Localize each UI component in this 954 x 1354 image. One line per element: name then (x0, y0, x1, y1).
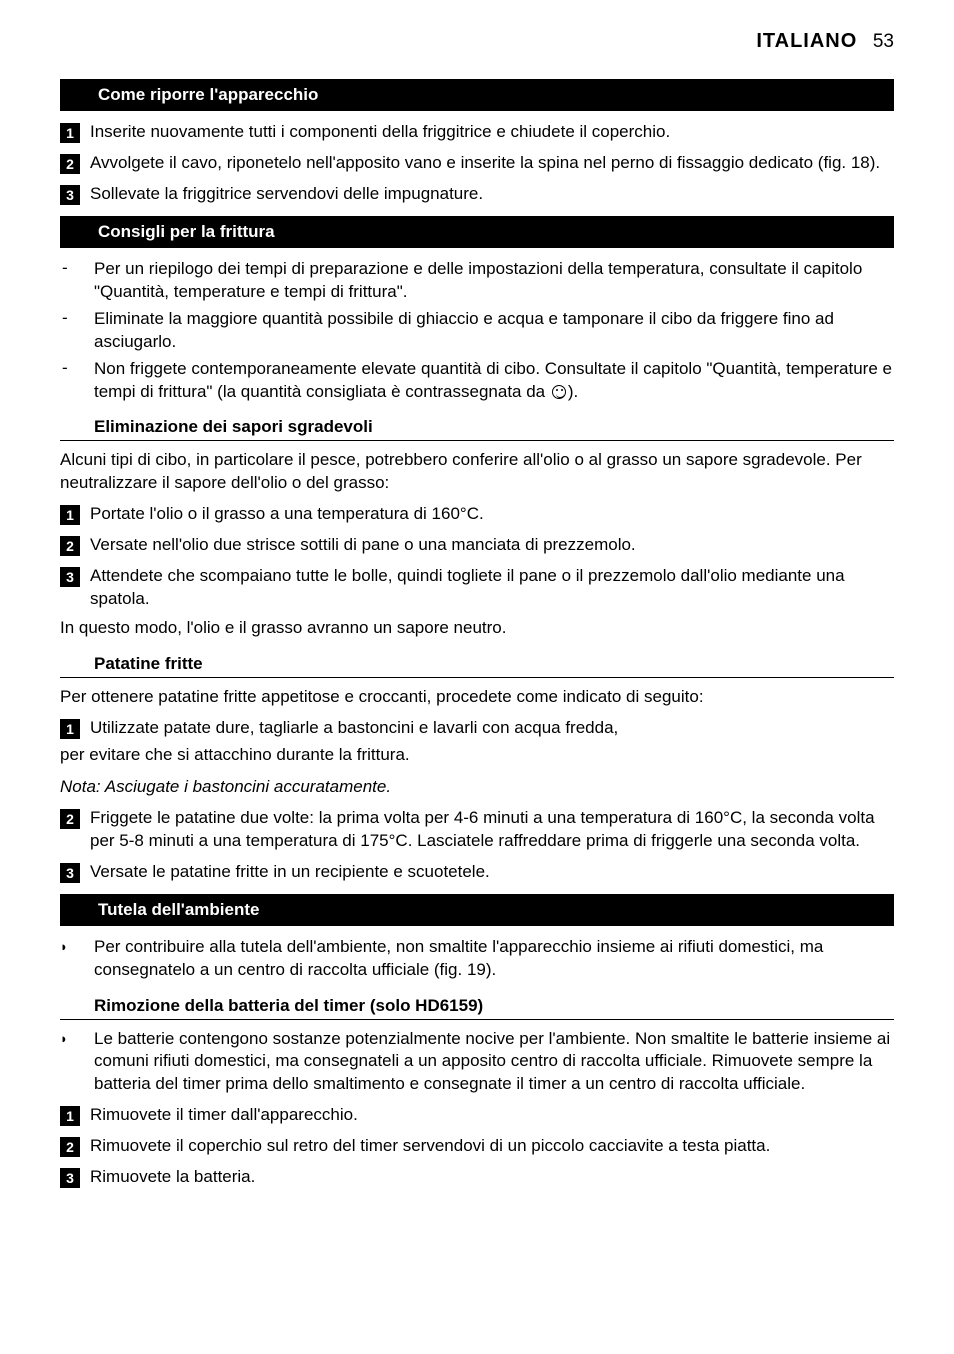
flavor-step-3: 3 Attendete che scompaiano tutte le boll… (60, 565, 894, 611)
subheading-battery: Rimozione della batteria del timer (solo… (60, 996, 894, 1020)
battery-bullet: ◗ Le batterie contengono sostanze potenz… (60, 1028, 894, 1097)
step-text: Avvolgete il cavo, riponetelo nell'appos… (90, 152, 880, 175)
step-text: Utilizzate patate dure, tagliarle a bast… (90, 717, 618, 740)
tips-bullet-3: - Non friggete contemporaneamente elevat… (60, 358, 894, 404)
storage-step-3: 3 Sollevate la friggitrice servendovi de… (60, 183, 894, 206)
page-header: ITALIANO 53 (60, 30, 894, 53)
step-text: Attendete che scompaiano tutte le bolle,… (90, 565, 894, 611)
battery-step-3: 3 Rimuovete la batteria. (60, 1166, 894, 1189)
subheading-flavor: Eliminazione dei sapori sgradevoli (60, 417, 894, 441)
smiley-icon (552, 385, 566, 399)
arrow-icon: ◗ (60, 1028, 94, 1046)
bullet-text: Eliminate la maggiore quantità possibile… (94, 308, 894, 354)
fries-step1-after: per evitare che si attacchino durante la… (60, 744, 894, 767)
fries-note: Nota: Asciugate i bastoncini accuratamen… (60, 777, 894, 797)
bullet3-prefix: Non friggete contemporaneamente elevate … (94, 359, 892, 401)
flavor-step-1: 1 Portate l'olio o il grasso a una tempe… (60, 503, 894, 526)
section-heading-env: Tutela dell'ambiente (60, 894, 894, 926)
storage-step-2: 2 Avvolgete il cavo, riponetelo nell'app… (60, 152, 894, 175)
step-text: Rimuovete la batteria. (90, 1166, 255, 1189)
bullet-text: Per un riepilogo dei tempi di preparazio… (94, 258, 894, 304)
arrow-icon: ◗ (60, 936, 94, 954)
bullet3-suffix: ). (568, 382, 578, 401)
page-number: 53 (873, 31, 894, 52)
language-label: ITALIANO (756, 30, 857, 52)
battery-step-1: 1 Rimuovete il timer dall'apparecchio. (60, 1104, 894, 1127)
step-text: Rimuovete il coperchio sul retro del tim… (90, 1135, 770, 1158)
fries-step-1: 1 Utilizzate patate dure, tagliarle a ba… (60, 717, 894, 740)
step-text: Inserite nuovamente tutti i componenti d… (90, 121, 670, 144)
step-text: Sollevate la friggitrice servendovi dell… (90, 183, 483, 206)
step-number: 2 (60, 809, 80, 829)
step-text: Friggete le patatine due volte: la prima… (90, 807, 894, 853)
fries-step-2: 2 Friggete le patatine due volte: la pri… (60, 807, 894, 853)
dash-icon: - (60, 258, 94, 278)
step-text: Rimuovete il timer dall'apparecchio. (90, 1104, 358, 1127)
step-number: 3 (60, 1168, 80, 1188)
step-number: 2 (60, 154, 80, 174)
tips-bullet-2: - Eliminate la maggiore quantità possibi… (60, 308, 894, 354)
env-bullet: ◗ Per contribuire alla tutela dell'ambie… (60, 936, 894, 982)
step-number: 3 (60, 863, 80, 883)
step-number: 2 (60, 1137, 80, 1157)
section-heading-tips: Consigli per la frittura (60, 216, 894, 248)
step-number: 1 (60, 719, 80, 739)
step-number: 1 (60, 1106, 80, 1126)
fries-intro: Per ottenere patatine fritte appetitose … (60, 686, 894, 709)
step-text: Versate nell'olio due strisce sottili di… (90, 534, 636, 557)
bullet-text: Le batterie contengono sostanze potenzia… (94, 1028, 894, 1097)
dash-icon: - (60, 308, 94, 328)
flavor-step-2: 2 Versate nell'olio due strisce sottili … (60, 534, 894, 557)
bullet-text: Non friggete contemporaneamente elevate … (94, 358, 894, 404)
step-text: Portate l'olio o il grasso a una tempera… (90, 503, 484, 526)
step-number: 1 (60, 505, 80, 525)
fries-step-3: 3 Versate le patatine fritte in un recip… (60, 861, 894, 884)
battery-step-2: 2 Rimuovete il coperchio sul retro del t… (60, 1135, 894, 1158)
flavor-outro: In questo modo, l'olio e il grasso avran… (60, 617, 894, 640)
tips-bullet-1: - Per un riepilogo dei tempi di preparaz… (60, 258, 894, 304)
storage-step-1: 1 Inserite nuovamente tutti i componenti… (60, 121, 894, 144)
step-text: Versate le patatine fritte in un recipie… (90, 861, 490, 884)
dash-icon: - (60, 358, 94, 378)
bullet-text: Per contribuire alla tutela dell'ambient… (94, 936, 894, 982)
step-number: 3 (60, 567, 80, 587)
step-number: 3 (60, 185, 80, 205)
flavor-intro: Alcuni tipi di cibo, in particolare il p… (60, 449, 894, 495)
step-number: 1 (60, 123, 80, 143)
subheading-fries: Patatine fritte (60, 654, 894, 678)
step-number: 2 (60, 536, 80, 556)
section-heading-storage: Come riporre l'apparecchio (60, 79, 894, 111)
